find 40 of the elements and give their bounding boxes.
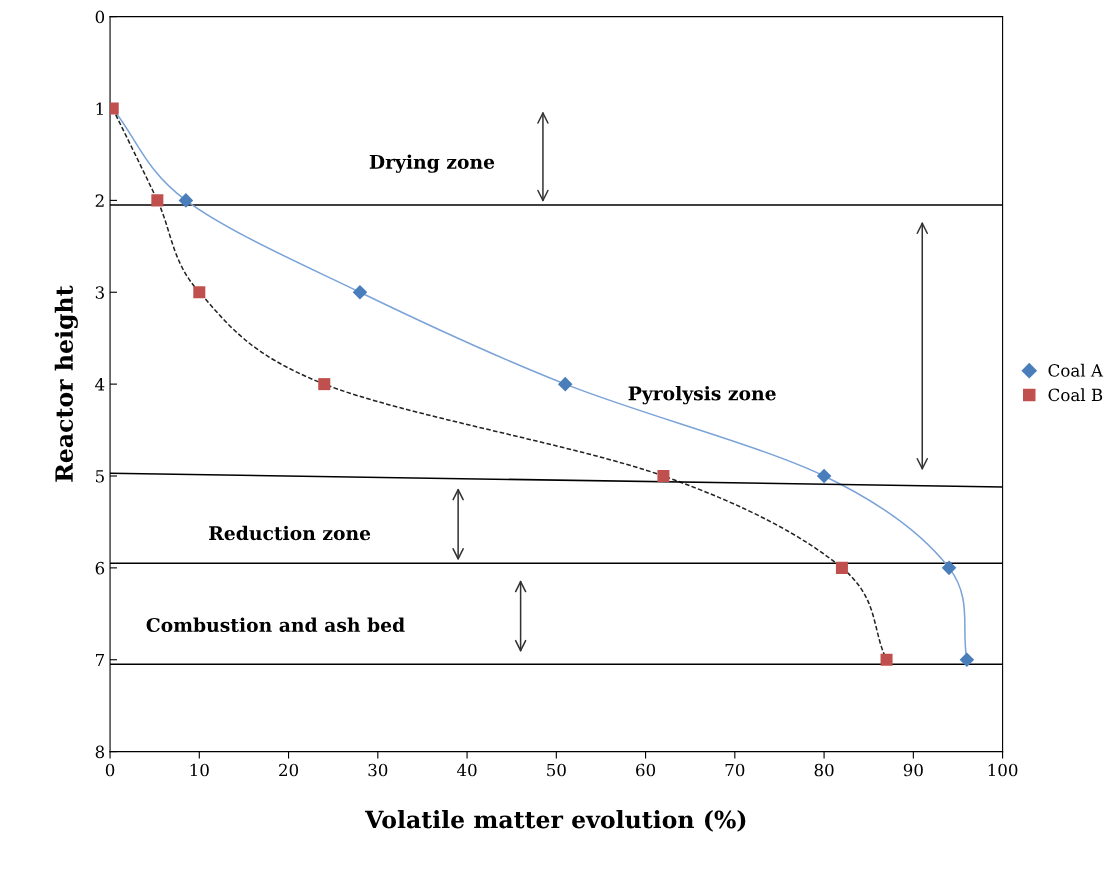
point	[193, 286, 206, 299]
point	[816, 468, 832, 484]
y-tick-label: 7	[95, 653, 104, 667]
annotation: Combustion and ash bed	[146, 617, 405, 633]
point	[657, 469, 670, 483]
point	[959, 652, 975, 668]
x-tick-label: 50	[547, 763, 566, 777]
y-axis-title: Reactor height	[54, 285, 78, 482]
point	[557, 376, 573, 392]
point	[880, 653, 893, 666]
y-tick-label: 0	[95, 10, 105, 24]
annotation: Reduction zone	[209, 525, 371, 541]
x-tick-label: 70	[725, 763, 745, 777]
x-tick-label: 60	[636, 763, 656, 777]
annotation: Drying zone	[369, 154, 495, 173]
point	[318, 378, 331, 391]
y-tick-label: 1	[96, 102, 103, 115]
y-tick-label: 6	[95, 561, 105, 575]
y-tick-label: 5	[96, 470, 104, 483]
point	[178, 193, 194, 208]
x-tick-label: 90	[903, 763, 923, 777]
y-tick-label: 3	[95, 286, 104, 299]
legend-label: Coal B	[1048, 388, 1103, 402]
point	[151, 194, 164, 207]
x-tick-label: 80	[814, 763, 834, 777]
annotation: Pyrolysis zone	[628, 385, 776, 405]
point	[835, 561, 848, 574]
x-tick-label: 0	[105, 763, 115, 777]
x-tick-label: 100	[988, 763, 1018, 777]
y-tick-label: 8	[95, 745, 105, 759]
y-tick-label: 2	[95, 194, 104, 207]
legend-label: Coal A	[1048, 363, 1104, 377]
x-tick-label: 20	[279, 763, 299, 777]
x-axis-title: Volatile matter evolution (%)	[364, 810, 746, 832]
x-tick-label: 40	[456, 763, 477, 777]
y-tick-label: 4	[95, 378, 105, 391]
x-tick-label: 10	[190, 763, 209, 777]
x-tick-label: 30	[368, 763, 388, 777]
point	[941, 560, 957, 576]
point	[352, 284, 368, 300]
